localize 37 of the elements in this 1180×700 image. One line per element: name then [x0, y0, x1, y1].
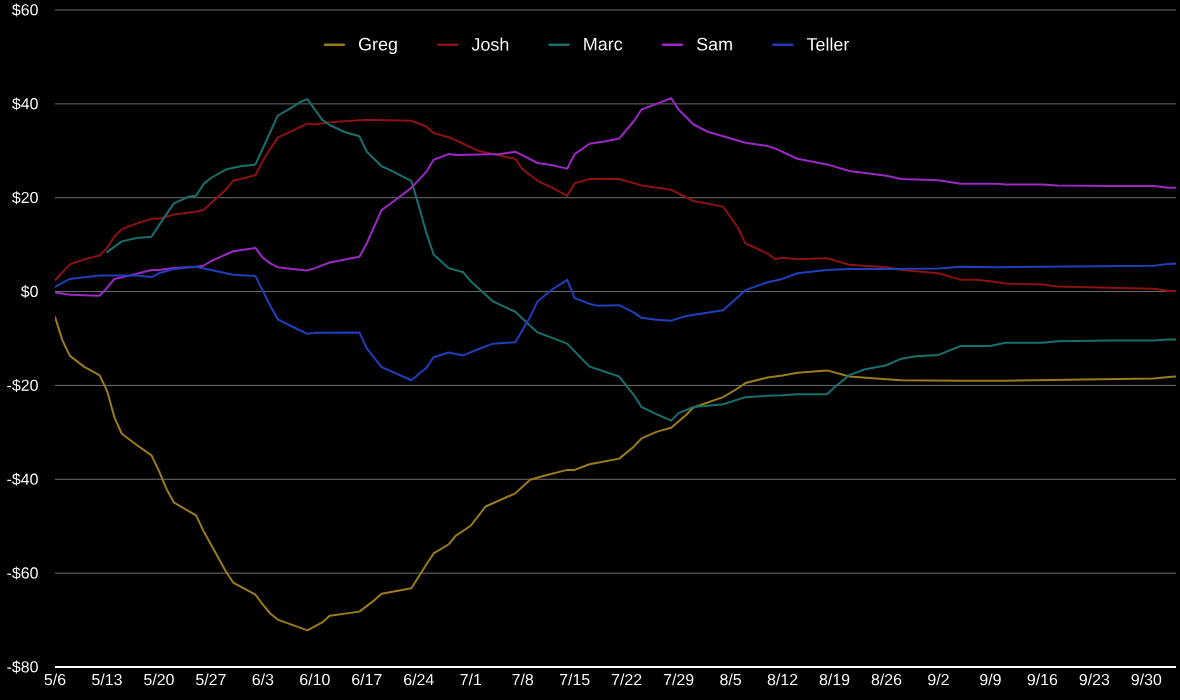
y-tick-label: $20 — [12, 191, 38, 205]
y-tick-label: -$80 — [7, 660, 38, 674]
line-series — [55, 262, 1177, 382]
x-tick-label: 8/26 — [871, 673, 902, 686]
x-tick-label: 6/3 — [252, 673, 274, 686]
x-tick-label: 8/5 — [720, 673, 741, 686]
x-tick-label: 7/8 — [512, 673, 534, 686]
x-tick-label: 5/27 — [196, 673, 226, 686]
x-tick-label: 9/16 — [1027, 673, 1058, 686]
x-tick-label: 8/12 — [767, 673, 798, 686]
y-tick-label: -$20 — [7, 378, 38, 392]
x-tick-label: 5/6 — [44, 673, 66, 686]
y-tick-label: -$60 — [7, 566, 38, 580]
x-tick-label: 6/10 — [300, 673, 330, 686]
x-tick-label: 9/2 — [928, 673, 949, 686]
x-tick-label: 7/29 — [663, 673, 694, 686]
x-tick-label: 6/24 — [404, 673, 434, 686]
x-tick-label: 7/22 — [611, 673, 642, 686]
y-tick-label: $0 — [20, 285, 38, 299]
y-tick-label: $40 — [12, 97, 38, 111]
x-tick-label: 5/13 — [92, 673, 122, 686]
legend-label: Teller — [806, 37, 850, 51]
legend-label: Josh — [471, 37, 509, 51]
x-tick-label: 9/23 — [1079, 673, 1110, 686]
x-tick-label: 7/1 — [460, 673, 482, 686]
line-series — [105, 98, 1177, 422]
x-tick-label: 9/9 — [980, 673, 1001, 686]
x-tick-label: 6/17 — [352, 673, 382, 686]
x-tick-label: 5/20 — [144, 673, 174, 686]
legend-label: Marc — [584, 37, 623, 51]
y-tick-label: -$40 — [7, 472, 38, 486]
legend-label: Greg — [359, 37, 397, 55]
y-tick-label: $60 — [12, 3, 38, 17]
x-tick-label: 8/19 — [819, 673, 850, 686]
x-tick-label: 7/15 — [559, 673, 590, 686]
legend-label: Sam — [696, 37, 732, 51]
x-tick-label: 9/30 — [1131, 673, 1162, 686]
